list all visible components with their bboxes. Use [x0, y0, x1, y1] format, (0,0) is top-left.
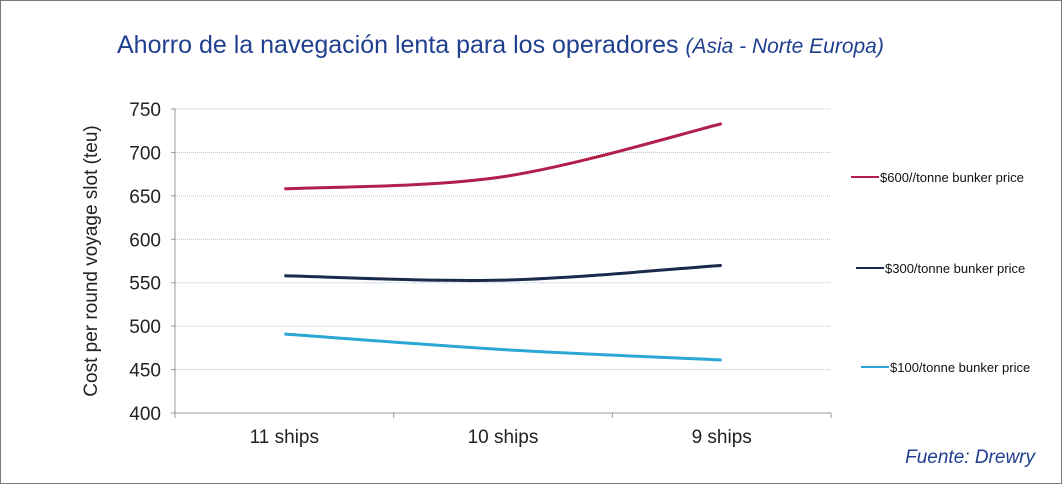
chart-title: Ahorro de la navegación lenta para los o…: [117, 31, 884, 60]
y-tick-label: 650: [129, 187, 161, 208]
x-tick-label: 10 ships: [468, 427, 539, 448]
series-line: [284, 122, 723, 191]
y-tick-label: 600: [129, 230, 161, 251]
source-note: Fuente: Drewry: [905, 447, 1035, 468]
x-tick-label: 11 ships: [250, 427, 319, 448]
series-line: [284, 263, 722, 282]
y-tick-label: 750: [129, 100, 161, 121]
title-subtitle: (Asia - Norte Europa): [685, 35, 884, 58]
legend-label: $300/tonne bunker price: [885, 261, 1025, 276]
y-axis-label: Cost per round voyage slot (teu): [81, 125, 102, 396]
title-main: Ahorro de la navegación lenta para los o…: [117, 31, 679, 59]
y-tick-label: 500: [129, 317, 161, 338]
y-tick-label: 400: [129, 404, 161, 425]
x-tick-label: 9 ships: [692, 427, 752, 448]
series-line: [284, 332, 722, 362]
y-tick-label: 700: [129, 143, 161, 164]
legend-label: $600//tonne bunker price: [880, 170, 1024, 185]
y-tick-label: 550: [129, 274, 161, 295]
legend-label: $100/tonne bunker price: [890, 360, 1030, 375]
y-tick-label: 450: [129, 361, 161, 382]
